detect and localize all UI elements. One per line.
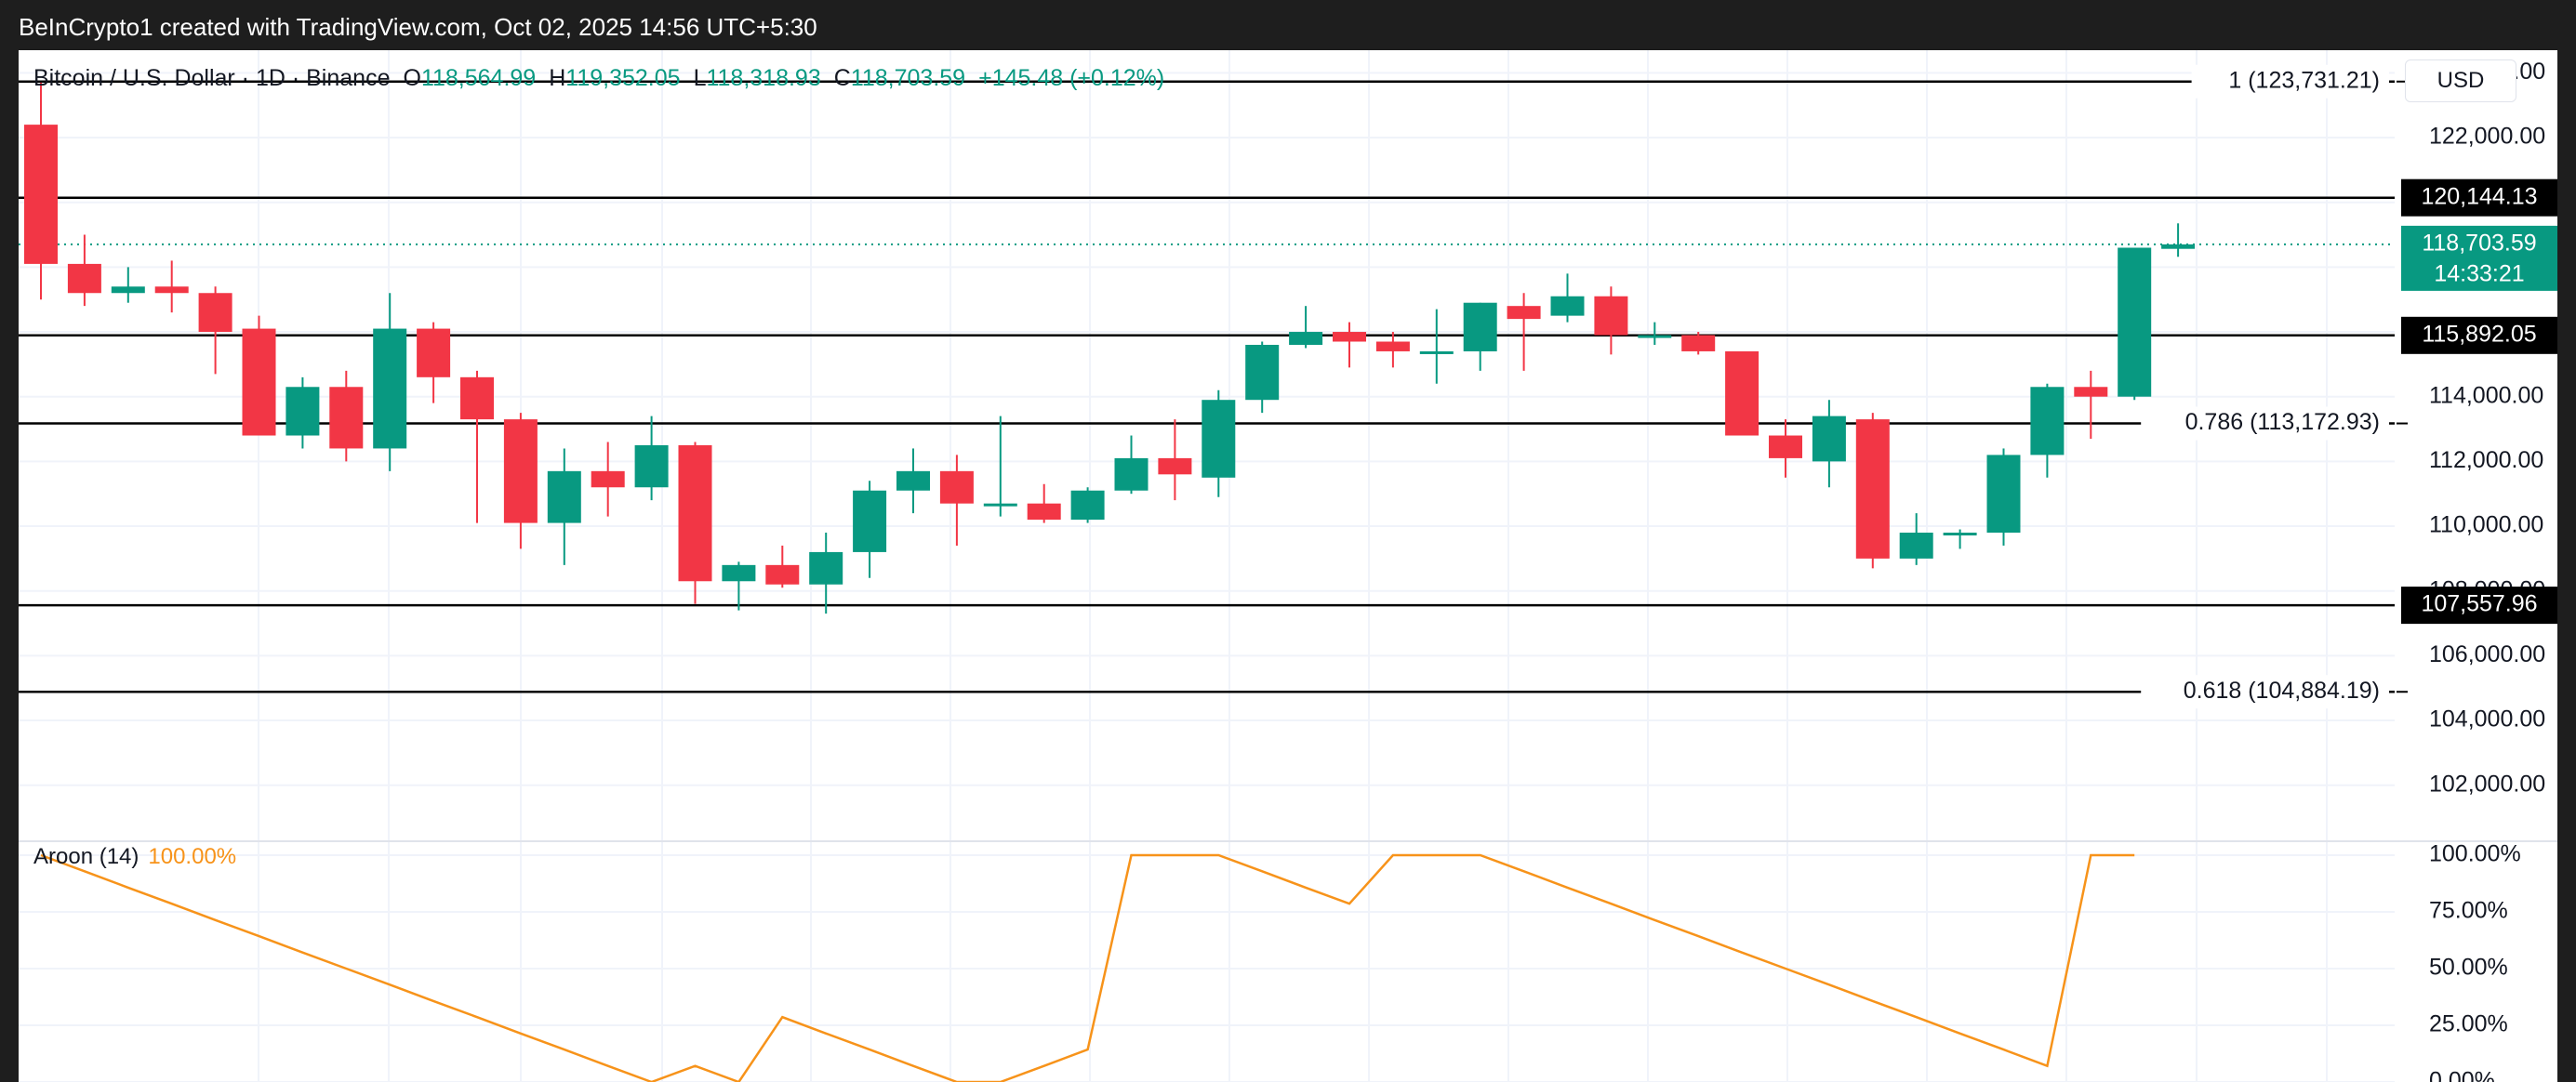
price-level-badge-label: 115,892.05 (2422, 321, 2536, 347)
candle-bullish[interactable] (1070, 490, 1105, 521)
aroon-legend: Aroon (14) 100.00% (33, 844, 236, 870)
chart-canvas[interactable]: 124,000.00122,000.00120,000.00118,000.00… (19, 50, 2557, 1082)
fib-label-bg (2141, 675, 2389, 709)
current-price-label: 118,703.59 (2422, 230, 2536, 256)
candle-bullish[interactable] (547, 470, 581, 523)
candle-bullish[interactable] (2118, 247, 2152, 397)
candle-bullish[interactable] (896, 470, 930, 491)
candle-bearish[interactable] (1027, 503, 1061, 521)
candle-bullish[interactable] (853, 490, 887, 552)
fib-label-bg (2141, 406, 2389, 441)
candle-bullish[interactable] (1550, 296, 1585, 316)
candle-bullish[interactable] (373, 328, 407, 449)
symbol-title: Bitcoin / U.S. Dollar · 1D · Binance (33, 65, 391, 91)
change-value: +145.48 (+0.12%) (978, 65, 1165, 91)
aroon-axis-tick-label: 0.00% (2429, 1068, 2495, 1082)
candle-bearish[interactable] (939, 470, 974, 504)
candle-bearish[interactable] (591, 470, 625, 488)
candle-bullish[interactable] (1812, 416, 1846, 462)
y-axis-tick-label: 122,000.00 (2429, 124, 2545, 150)
aroon-axis-tick-label: 75.00% (2429, 898, 2508, 924)
open-value: 118,564.99 (420, 65, 537, 91)
candle-bearish[interactable] (67, 263, 101, 294)
candle-bullish[interactable] (1202, 400, 1236, 478)
price-level-badge (2401, 587, 2557, 625)
candle-bullish[interactable] (1114, 457, 1149, 491)
aroon-line (40, 853, 2135, 1082)
fib-level-label: 1 (123,731.21) (2228, 67, 2380, 93)
candle-bullish[interactable] (1986, 455, 2021, 534)
aroon-value: 100.00% (148, 844, 237, 869)
low-label: L (693, 65, 707, 91)
y-axis-tick-label: 104,000.00 (2429, 706, 2545, 732)
candle-bearish[interactable] (198, 293, 232, 333)
candle-bearish[interactable] (1507, 306, 1541, 320)
y-axis-tick-label: 110,000.00 (2429, 512, 2543, 538)
candle-bullish[interactable] (722, 564, 756, 582)
low-value: 118,318.93 (706, 65, 821, 91)
candle-bearish[interactable] (1375, 341, 1410, 351)
close-label: C (833, 65, 851, 91)
y-axis-tick-label: 106,000.00 (2429, 641, 2545, 667)
candle-bullish[interactable] (634, 444, 669, 488)
candle-bullish[interactable] (111, 286, 145, 294)
candle-countdown-label: 14:33:21 (2434, 260, 2524, 286)
candle-bearish[interactable] (1158, 457, 1192, 475)
candle-bearish[interactable] (24, 125, 58, 264)
price-level-badge (2401, 178, 2557, 217)
candle-bearish[interactable] (1769, 435, 1802, 458)
candle-bearish[interactable] (417, 328, 451, 377)
candle-bearish[interactable] (678, 444, 712, 582)
candle-bearish[interactable] (242, 328, 276, 436)
candle-bullish[interactable] (1419, 350, 1454, 354)
candle-bullish[interactable] (1638, 335, 1672, 338)
candle-bearish[interactable] (2074, 387, 2108, 397)
candle-bullish[interactable] (2030, 387, 2065, 455)
candle-bearish[interactable] (329, 387, 364, 449)
candle-bearish[interactable] (765, 564, 800, 585)
candle-bearish[interactable] (1333, 332, 1366, 342)
candle-bearish[interactable] (1681, 335, 1716, 351)
high-value: 119,352.05 (565, 65, 681, 91)
y-axis-tick-label: 102,000.00 (2429, 771, 2545, 797)
candle-bearish[interactable] (1594, 296, 1628, 336)
price-level-badge-label: 107,557.96 (2421, 591, 2537, 617)
candle-bullish[interactable] (2161, 244, 2196, 249)
candle-bullish[interactable] (1463, 302, 1497, 351)
fib-level-label: 0.786 (113,172.93) (2185, 409, 2380, 435)
candle-bearish[interactable] (1725, 350, 1759, 436)
high-label: H (549, 65, 566, 91)
candle-bullish[interactable] (1289, 332, 1323, 345)
aroon-axis-tick-label: 100.00% (2429, 841, 2521, 867)
aroon-axis-tick-label: 25.00% (2429, 1011, 2508, 1037)
y-axis-tick-label: 112,000.00 (2429, 447, 2543, 473)
price-level-badge (2401, 316, 2557, 354)
price-level-badge-label: 120,144.13 (2421, 183, 2537, 209)
candle-bullish[interactable] (1943, 533, 1977, 536)
candle-bullish[interactable] (809, 551, 843, 585)
top-bar: BeInCrypto1 created with TradingView.com… (0, 0, 2576, 50)
fib-level-label: 0.618 (104,884.19) (2184, 678, 2380, 704)
candle-bullish[interactable] (1245, 344, 1280, 401)
candle-bullish[interactable] (1899, 533, 1933, 559)
currency-button[interactable]: USD (2405, 59, 2516, 102)
candle-bearish[interactable] (503, 419, 538, 523)
chart-panel[interactable]: 124,000.00122,000.00120,000.00118,000.00… (19, 50, 2557, 1082)
current-price-badge (2401, 225, 2557, 291)
aroon-axis-tick-label: 50.00% (2429, 955, 2508, 981)
open-label: O (403, 65, 421, 91)
candle-bearish[interactable] (460, 376, 494, 420)
credit-text: BeInCrypto1 created with TradingView.com… (19, 13, 817, 41)
aroon-title: Aroon (14) (33, 844, 139, 869)
candle-bullish[interactable] (285, 387, 320, 436)
candle-bullish[interactable] (983, 503, 1017, 507)
close-value: 118,703.59 (850, 65, 966, 91)
candle-bearish[interactable] (1855, 419, 1890, 559)
fib-label-bg (2191, 64, 2389, 99)
price-legend: Bitcoin / U.S. Dollar · 1D · Binance O118… (33, 65, 1164, 92)
y-axis-tick-label: 114,000.00 (2429, 382, 2543, 408)
candle-bearish[interactable] (154, 286, 189, 294)
